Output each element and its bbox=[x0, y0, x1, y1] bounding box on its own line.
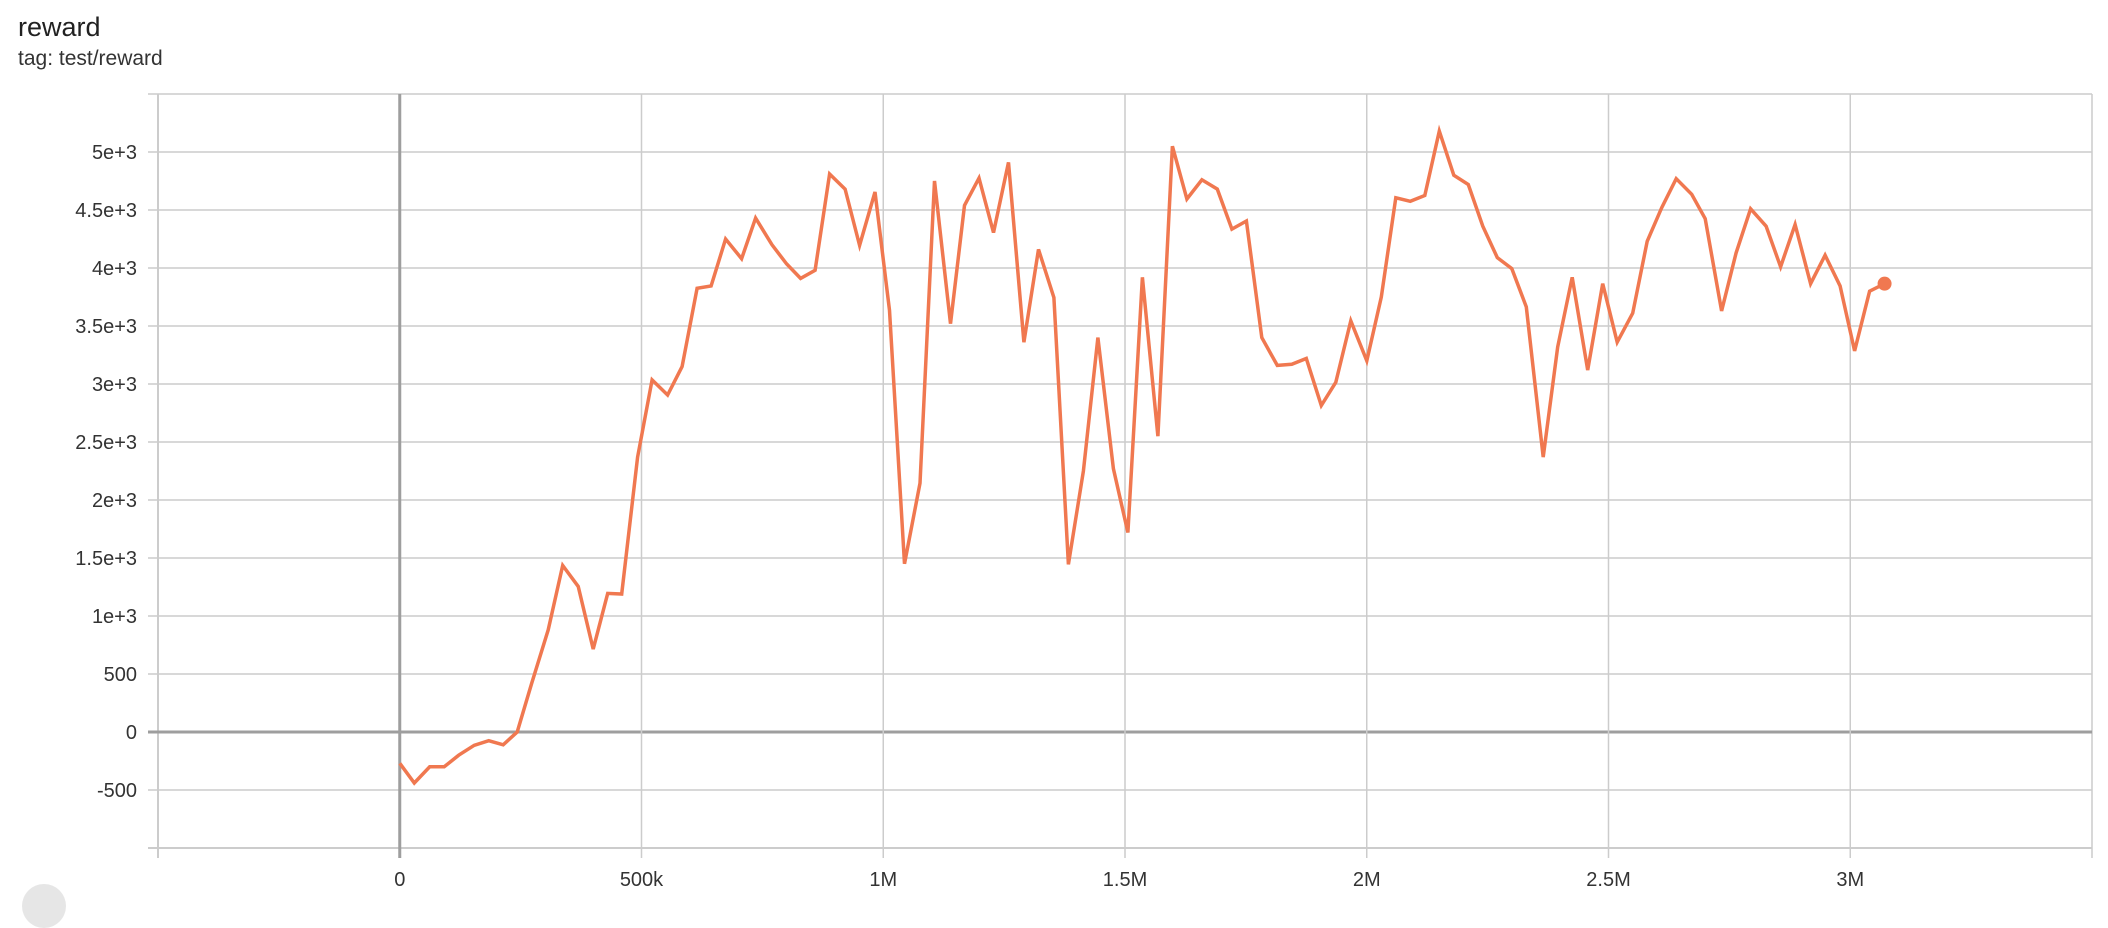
y-tick-label: 500 bbox=[104, 664, 137, 686]
y-tick-label: 1e+3 bbox=[92, 606, 137, 628]
y-tick-label: 2e+3 bbox=[92, 490, 137, 512]
y-tick-label: 1.5e+3 bbox=[75, 548, 137, 570]
y-tick-label: 3e+3 bbox=[92, 374, 137, 396]
circle-icon bbox=[22, 884, 66, 928]
tick-labels: -500 0 500 1e+3 1.5e+3 2e+3 2.5e+3 3e+3 3.5e+3 4e… bbox=[75, 142, 1864, 891]
x-tick-label: 1M bbox=[869, 869, 897, 891]
y-tick-label: 4e+3 bbox=[92, 258, 137, 280]
x-tick-label: 2.5M bbox=[1586, 869, 1630, 891]
y-tick-label: 5e+3 bbox=[92, 142, 137, 164]
chart-title: reward bbox=[18, 12, 101, 42]
series-line bbox=[398, 124, 1886, 786]
x-tick-label: 500k bbox=[620, 869, 664, 891]
chart-tag: tag: test/reward bbox=[18, 47, 163, 70]
last-point-marker bbox=[1877, 276, 1892, 291]
grid bbox=[148, 93, 2093, 858]
x-tick-label: 0 bbox=[394, 869, 405, 891]
y-tick-label: 3.5e+3 bbox=[75, 316, 137, 338]
x-tick-label: 3M bbox=[1836, 869, 1864, 891]
x-tick-label: 2M bbox=[1353, 869, 1381, 891]
series-layer bbox=[398, 124, 1892, 786]
y-tick-label: 0 bbox=[126, 722, 137, 744]
reward-line-chart: -500 0 500 1e+3 1.5e+3 2e+3 2.5e+3 3e+3 3.5e+3 4e… bbox=[75, 93, 2093, 891]
y-tick-label: 4.5e+3 bbox=[75, 200, 137, 222]
y-tick-label: 2.5e+3 bbox=[75, 432, 137, 454]
x-tick-label: 1.5M bbox=[1103, 869, 1147, 891]
y-tick-label: -500 bbox=[97, 780, 137, 802]
